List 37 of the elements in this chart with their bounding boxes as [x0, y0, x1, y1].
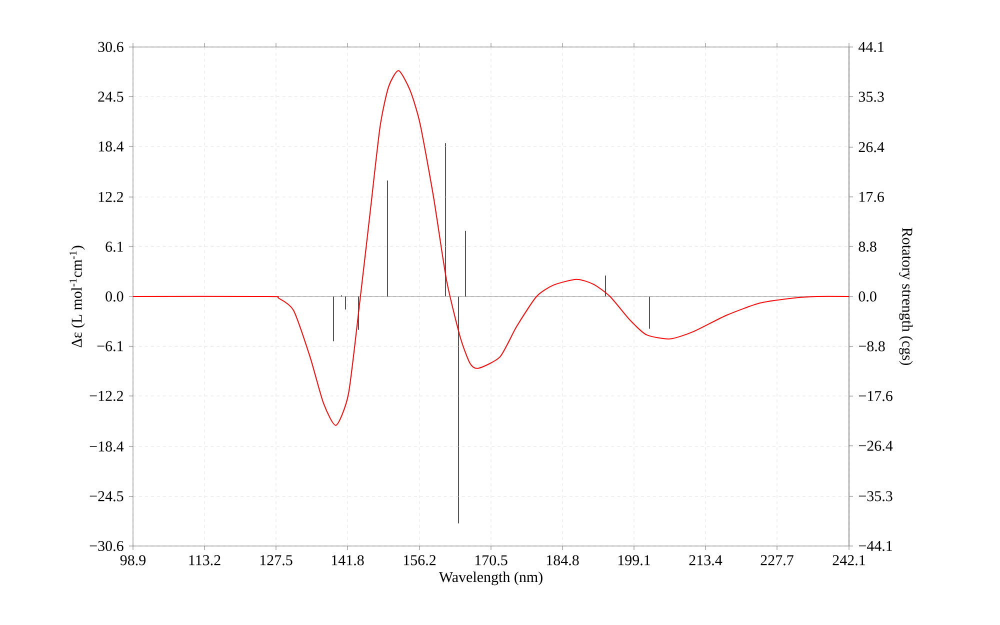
- y2-axis-title: Rotatory strength (cgs): [899, 228, 913, 366]
- y-axis-title: Δε (L mol$^{-1}$cm$^{-1}$): [70, 246, 85, 348]
- x-tick-label: 156.2: [404, 555, 436, 566]
- y-tick-label: 0.0: [106, 291, 124, 302]
- y2-tick-label: −8.8: [858, 341, 885, 352]
- y-tick-label: 30.6: [98, 42, 124, 52]
- y2-tick-label: −26.4: [858, 440, 893, 451]
- y-tick-label: 6.1: [106, 242, 123, 252]
- x-tick-label: 141.8: [332, 555, 364, 566]
- y-tick-label: −24.5: [90, 491, 124, 502]
- y2-tick-label: 17.6: [860, 192, 884, 202]
- y2-tick-label: 44.1: [858, 42, 884, 52]
- x-tick-label: 127.5: [260, 555, 292, 566]
- x-tick-label: 113.2: [189, 555, 220, 566]
- x-tick-label: 184.8: [546, 555, 579, 566]
- y-tick-label: −12.2: [90, 390, 123, 402]
- y-tick-label: −30.6: [90, 540, 124, 552]
- x-tick-label: 199.1: [618, 555, 650, 566]
- y2-tick-label: −17.6: [858, 390, 892, 402]
- y2-tick-label: 8.8: [858, 242, 876, 252]
- x-tick-label: 242.1: [832, 555, 865, 566]
- line-series: [133, 70, 850, 426]
- x-tick-label: 227.7: [760, 555, 794, 566]
- y-tick-label: 18.4: [98, 141, 124, 152]
- x-tick-label: 170.5: [475, 555, 508, 566]
- y-tick-label: 24.5: [98, 92, 124, 102]
- y-tick-label: 12.2: [98, 192, 123, 202]
- y-tick-label: −18.4: [90, 441, 124, 452]
- y2-tick-label: 35.3: [858, 92, 884, 102]
- y2-tick-label: −35.3: [858, 491, 892, 502]
- y2-tick-label: −44.1: [858, 540, 892, 552]
- y2-tick-label: 26.4: [858, 142, 884, 152]
- y-tick-label: −6.1: [97, 341, 123, 352]
- x-tick-label: 98.9: [120, 555, 146, 566]
- x-axis-title: Wavelength (nm): [438, 572, 542, 586]
- x-tick-label: 213.4: [689, 555, 722, 566]
- y2-tick-label: 0.0: [858, 291, 876, 302]
